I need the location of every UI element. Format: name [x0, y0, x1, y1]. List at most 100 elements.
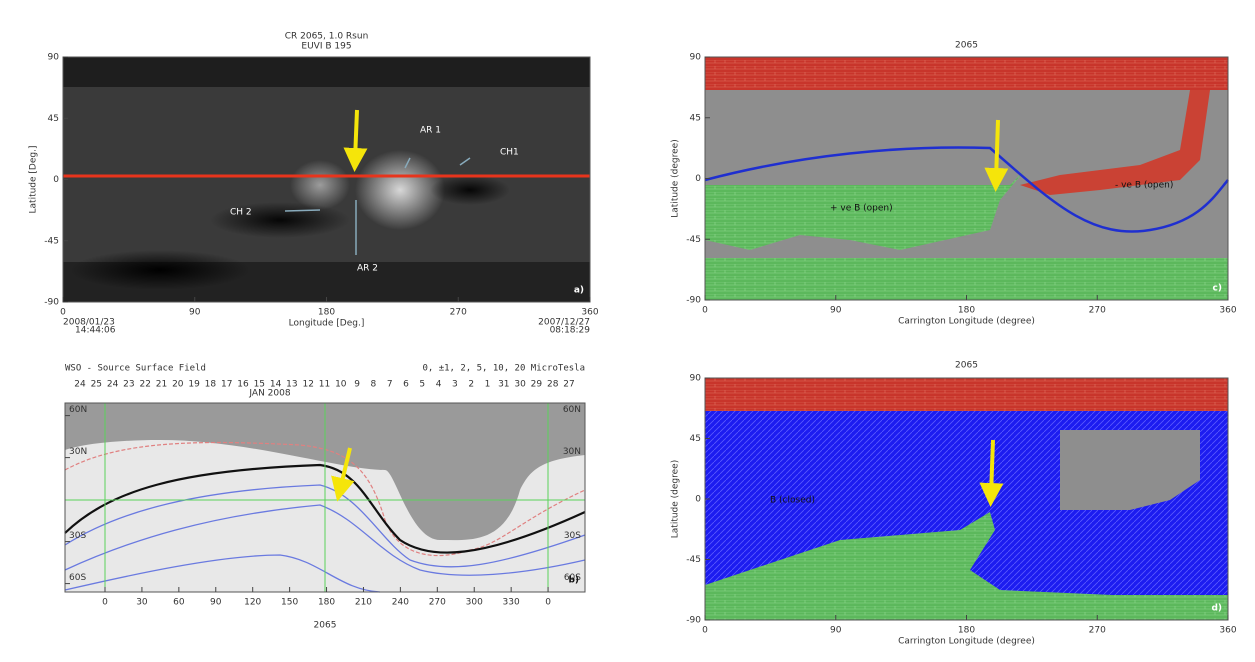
x-tick-label: 360	[1219, 306, 1236, 316]
x-tick-label: 180	[958, 306, 975, 316]
annotation: CH 2	[230, 208, 252, 218]
day-label: 21	[156, 380, 167, 390]
day-label: 20	[172, 380, 184, 390]
day-label: 4	[436, 380, 442, 390]
x-tick-label: 180	[318, 308, 335, 318]
annotation: B (closed)	[770, 496, 815, 506]
chart-subtitle: EUVI B 195	[301, 42, 351, 52]
day-label: 22	[139, 380, 150, 390]
month-label: JAN 2008	[248, 389, 290, 399]
day-label: 7	[387, 380, 393, 390]
day-label: 31	[498, 380, 509, 390]
day-label: 13	[286, 380, 297, 390]
annotation: AR 2	[357, 264, 378, 274]
day-label: 23	[123, 380, 134, 390]
y-tick-label: 60N	[563, 405, 581, 415]
x-tick-label: 300	[466, 598, 483, 608]
x-tick-label: 360	[581, 308, 598, 318]
x-tick-label: 30	[136, 598, 148, 608]
y-tick-label: -90	[686, 296, 701, 306]
y-axis-label: Latitude (degree)	[671, 139, 681, 217]
chart-title: CR 2065, 1.0 Rsun	[285, 32, 369, 42]
y-tick-label: -45	[686, 235, 701, 245]
x-axis-label: Carrington Longitude (degree)	[898, 637, 1035, 647]
x-tick-label: 150	[281, 598, 298, 608]
x-axis-label: Carrington Longitude (degree)	[898, 317, 1035, 327]
panel-label: c)	[1213, 284, 1222, 294]
day-label: 12	[302, 380, 313, 390]
panel-backgrounds	[63, 57, 1228, 620]
y-axis-label: Latitude [Deg.]	[29, 146, 39, 214]
day-label: 18	[205, 380, 217, 390]
day-label: 24	[74, 380, 86, 390]
y-tick-label: 0	[695, 495, 701, 505]
y-tick-label: 30S	[564, 531, 581, 541]
x-axis-label: 2065	[314, 621, 337, 631]
x-tick-label: 270	[429, 598, 446, 608]
day-label: 3	[452, 380, 458, 390]
start-time: 14:44:06	[75, 326, 116, 336]
annotation: - ve B (open)	[1115, 181, 1173, 191]
day-label: 24	[107, 380, 119, 390]
x-tick-label: 120	[244, 598, 261, 608]
y-tick-label: -90	[44, 298, 59, 308]
y-tick-label: 30S	[69, 531, 86, 541]
x-tick-label: 90	[830, 626, 842, 636]
end-time: 08:18:29	[550, 326, 591, 336]
y-tick-label: 60S	[69, 573, 86, 583]
x-tick-label: 270	[450, 308, 467, 318]
x-tick-label: 270	[1089, 306, 1106, 316]
y-tick-label: 45	[48, 114, 59, 124]
y-tick-label: 0	[53, 175, 59, 185]
y-axis-label: Latitude (degree)	[671, 460, 681, 538]
x-tick-label: 180	[318, 598, 335, 608]
x-tick-label: 0	[545, 598, 551, 608]
day-label: 15	[254, 380, 265, 390]
y-tick-label: -90	[686, 616, 701, 626]
x-tick-label: 0	[702, 306, 708, 316]
y-tick-label: -45	[44, 236, 59, 246]
day-label: 5	[419, 380, 425, 390]
y-tick-label: 30N	[563, 447, 581, 457]
day-label: 6	[403, 380, 409, 390]
chart-title: WSO - Source Surface Field	[65, 364, 206, 374]
y-tick-label: 90	[690, 53, 702, 63]
x-tick-label: 210	[355, 598, 372, 608]
x-tick-label: 270	[1089, 626, 1106, 636]
x-axis-label: Longitude [Deg.]	[289, 319, 365, 329]
x-tick-label: 60	[173, 598, 185, 608]
day-label: 28	[547, 380, 559, 390]
x-tick-label: 0	[102, 598, 108, 608]
day-label: 10	[335, 380, 347, 390]
day-label: 29	[531, 380, 543, 390]
day-label: 30	[514, 380, 526, 390]
x-tick-label: 240	[392, 598, 409, 608]
x-tick-label: 90	[830, 306, 842, 316]
annotation: AR 1	[420, 126, 441, 136]
figure: 090180270360-90-4504590CR 2065, 1.0 Rsun…	[0, 0, 1255, 658]
panel-label: d)	[1211, 604, 1222, 614]
day-label: 8	[371, 380, 377, 390]
y-tick-label: 0	[695, 174, 701, 184]
x-tick-label: 360	[1219, 626, 1236, 636]
x-tick-label: 0	[60, 308, 66, 318]
panel-label: b)	[568, 576, 579, 586]
day-label: 19	[188, 380, 200, 390]
day-label: 2	[468, 380, 474, 390]
x-tick-label: 0	[702, 626, 708, 636]
day-label: 9	[354, 380, 360, 390]
day-label: 17	[221, 380, 232, 390]
x-tick-label: 90	[210, 598, 222, 608]
chart-title: 2065	[955, 361, 978, 371]
y-tick-label: 60N	[69, 405, 87, 415]
x-tick-label: 330	[503, 598, 520, 608]
day-label: 16	[237, 380, 249, 390]
y-tick-label: -45	[686, 555, 701, 565]
day-label: 14	[270, 380, 282, 390]
y-tick-label: 90	[690, 374, 702, 384]
y-tick-label: 45	[690, 434, 701, 444]
day-label: 27	[563, 380, 574, 390]
x-tick-label: 90	[189, 308, 201, 318]
y-tick-label: 30N	[69, 447, 87, 457]
x-tick-label: 180	[958, 626, 975, 636]
